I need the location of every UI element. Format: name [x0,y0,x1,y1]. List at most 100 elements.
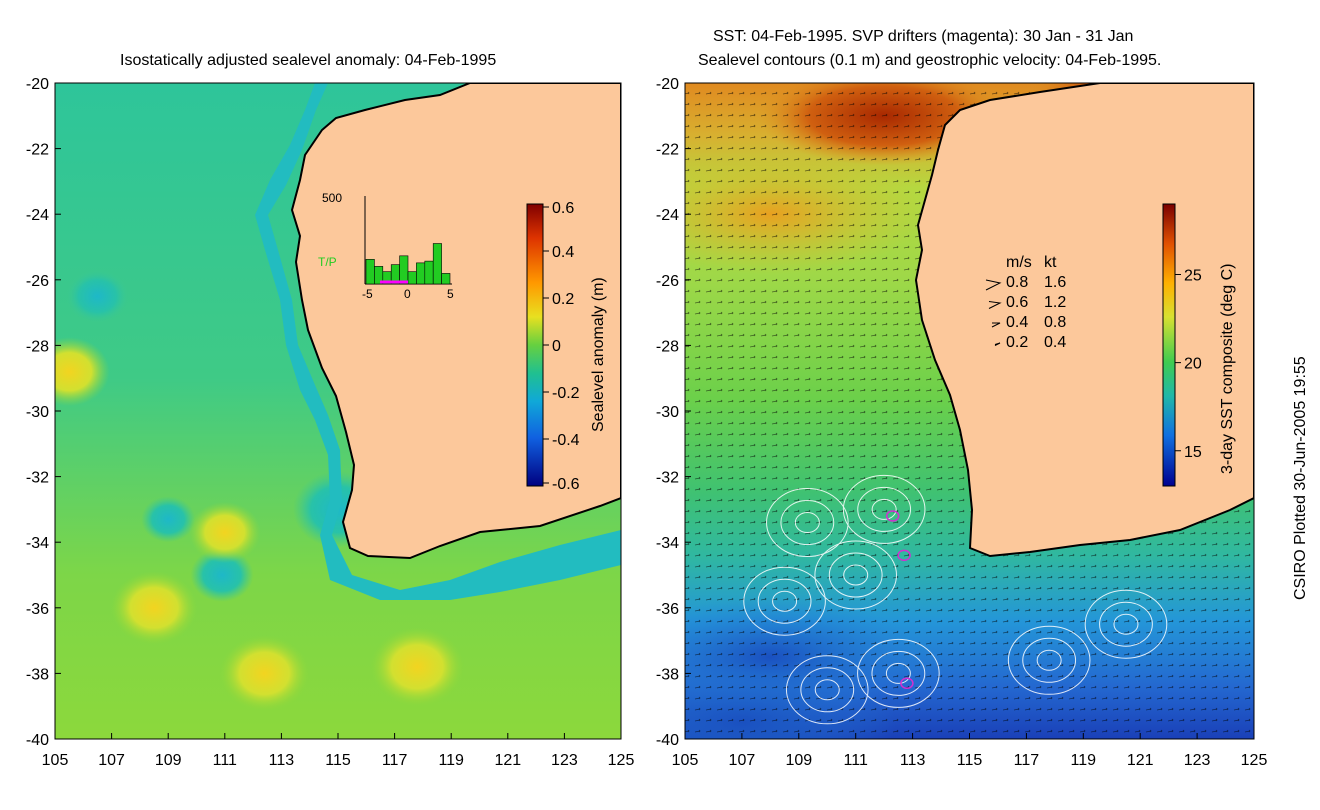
legend-kt-value: 0.4 [1044,334,1066,351]
right-cb-tick-label: 20 [1184,356,1202,373]
inset-bar [399,255,409,285]
sst-feature [685,153,925,275]
left-ytick-label: -28 [26,338,49,355]
legend-ms-value: 0.8 [1006,274,1028,291]
left-ytick-label: -26 [26,273,49,290]
left-colorbar: 0.6 0.4 0.2 0 -0.2 -0.4 -0.6 Sealevel anomaly … [526,200,607,493]
sealevel-contour [828,552,883,598]
right-panel-title-line1: SST: 04-Feb-1995. SVP drifters (magenta)… [713,28,1134,45]
right-colorbar: 25 20 15 3-day SST composite (deg C) [1162,203,1236,487]
inset-bar [416,262,426,285]
right-xtick-label: 105 [672,752,699,769]
sealevel-contour [857,638,940,708]
left-cb-tick-label: 0.2 [552,291,574,308]
sealevel-contour [757,578,812,624]
left-cb-tick-label: -0.6 [552,476,580,493]
right-xtick-label: 111 [844,752,868,769]
sealevel-contour [772,590,798,612]
right-colorbar-label: 3-day SST composite (deg C) [1219,264,1236,474]
inset-xtick: 5 [447,287,454,301]
sealevel-contour [1022,637,1077,683]
plot-stamp-text: CSIRO Plotted 30-Jun-2005 19:55 [1292,356,1309,600]
sealevel-contour [1036,649,1062,671]
left-xtick-label: 121 [494,752,521,769]
left-ytick-label: -24 [26,207,49,224]
velocity-arrow-icon [994,342,1001,346]
sealevel-contour [814,540,898,610]
right-panel-title-line2: Sealevel contours (0.1 m) and geostrophi… [698,52,1162,69]
right-cb-tick-label: 25 [1184,268,1202,285]
sla-feature [219,635,310,712]
sealevel-contour [1113,613,1139,635]
left-xtick-label: 117 [382,752,408,769]
sst-feature [758,83,1011,166]
sealevel-contour [766,488,849,558]
inset-bar [441,273,451,285]
svp-drifter-track [900,677,914,689]
left-shelf-band [255,83,621,600]
sla-feature [370,627,465,707]
inset-xtick: 0 [404,287,411,301]
left-colorbar-label: Sealevel anomaly (m) [590,277,607,432]
sealevel-contour [871,650,926,696]
left-xtick-label: 109 [155,752,182,769]
svp-drifter-track [885,510,900,522]
left-ytick-label: -32 [26,470,49,487]
inset-series-label: T/P [318,255,337,269]
right-xtick-label: 123 [1184,752,1211,769]
inset-ymax-label: 500 [322,191,342,205]
sla-feature [55,337,110,407]
left-ytick-label: -40 [26,732,49,749]
sealevel-contour [885,662,911,684]
sla-feature [110,571,198,645]
sealevel-contour [785,655,869,725]
sla-feature [65,269,129,323]
inset-bar [432,243,442,285]
sealevel-contour [743,566,826,636]
left-panel-title: Isostatically adjusted sealevel anomaly:… [120,52,497,69]
left-xtick-label: 115 [325,752,351,769]
right-xtick-label: 109 [785,752,812,769]
left-cb-tick-label: -0.4 [552,432,580,449]
right-xtick-label: 117 [1014,752,1040,769]
velocity-arrow-icon [985,279,1002,291]
inset-bar [365,259,375,285]
left-xtick-label: 105 [42,752,69,769]
left-ytick-label: -34 [26,535,49,552]
sealevel-contour [857,486,912,532]
svp-drifter-track [897,549,911,562]
velocity-arrow-icon [991,322,1001,328]
sealevel-contour [800,667,855,713]
inset-bar [424,260,434,285]
legend-ms-value: 0.2 [1006,334,1028,351]
sla-feature [190,548,254,602]
left-xtick-label: 107 [98,752,125,769]
left-xtick-label: 125 [608,752,635,769]
sealevel-contour [1099,601,1153,647]
left-cb-tick-label: -0.2 [552,385,580,402]
inset-bar [407,271,417,285]
sealevel-contour [842,474,926,544]
legend-kt-value: 0.8 [1044,314,1066,331]
legend-ms-value: 0.6 [1006,294,1028,311]
right-xtick-label: 125 [1241,752,1268,769]
left-cb-tick-label: 0.6 [552,200,574,217]
sealevel-contour [794,512,820,534]
sst-feature [685,596,925,718]
sla-feature [188,501,261,563]
sla-feature [141,496,196,543]
sealevel-contour [871,498,897,520]
legend-kt-value: 1.2 [1044,294,1066,311]
sealevel-contour [1007,625,1091,695]
left-cb-tick-label: 0 [552,338,561,355]
right-xtick-label: 115 [957,752,983,769]
legend-kt-value: 1.6 [1044,274,1066,291]
left-ytick-label: -36 [26,601,49,618]
sealevel-contour [780,500,835,546]
left-xtick-label: 111 [213,752,237,769]
left-ytick-label: -20 [26,76,49,93]
sealevel-contour [814,679,840,701]
right-land [914,83,1254,558]
left-xtick-label: 119 [438,752,464,769]
left-ytick-label: -38 [26,666,49,683]
